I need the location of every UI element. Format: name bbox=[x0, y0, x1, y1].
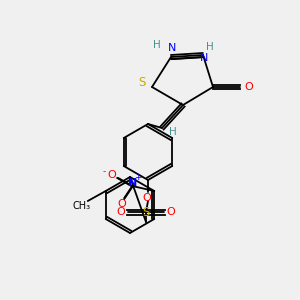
Text: H: H bbox=[206, 42, 214, 52]
Text: S: S bbox=[142, 206, 150, 218]
Text: S: S bbox=[138, 76, 146, 89]
Text: O: O bbox=[167, 207, 176, 217]
Text: N: N bbox=[128, 178, 137, 188]
Text: O: O bbox=[108, 170, 117, 180]
Text: CH₃: CH₃ bbox=[73, 201, 91, 211]
Text: +: + bbox=[134, 173, 142, 182]
Text: O: O bbox=[118, 199, 127, 209]
Text: H: H bbox=[153, 40, 161, 50]
Text: O: O bbox=[142, 193, 152, 203]
Text: -: - bbox=[103, 167, 106, 176]
Text: N: N bbox=[168, 43, 176, 53]
Text: O: O bbox=[244, 82, 253, 92]
Text: N: N bbox=[200, 53, 208, 63]
Text: O: O bbox=[117, 207, 125, 217]
Text: H: H bbox=[169, 127, 177, 137]
